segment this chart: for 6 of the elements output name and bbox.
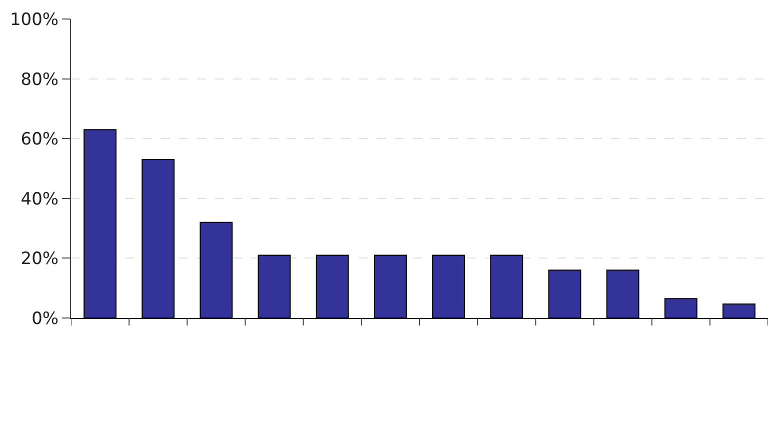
y-tick-label: 20% (20, 249, 59, 270)
y-tick-label: 80% (20, 70, 59, 90)
y-tick-label: 100% (10, 10, 59, 30)
y-tick-label: 40% (20, 189, 59, 210)
y-tick-label: 60% (20, 130, 59, 150)
y-tick-label: 0% (32, 308, 59, 329)
